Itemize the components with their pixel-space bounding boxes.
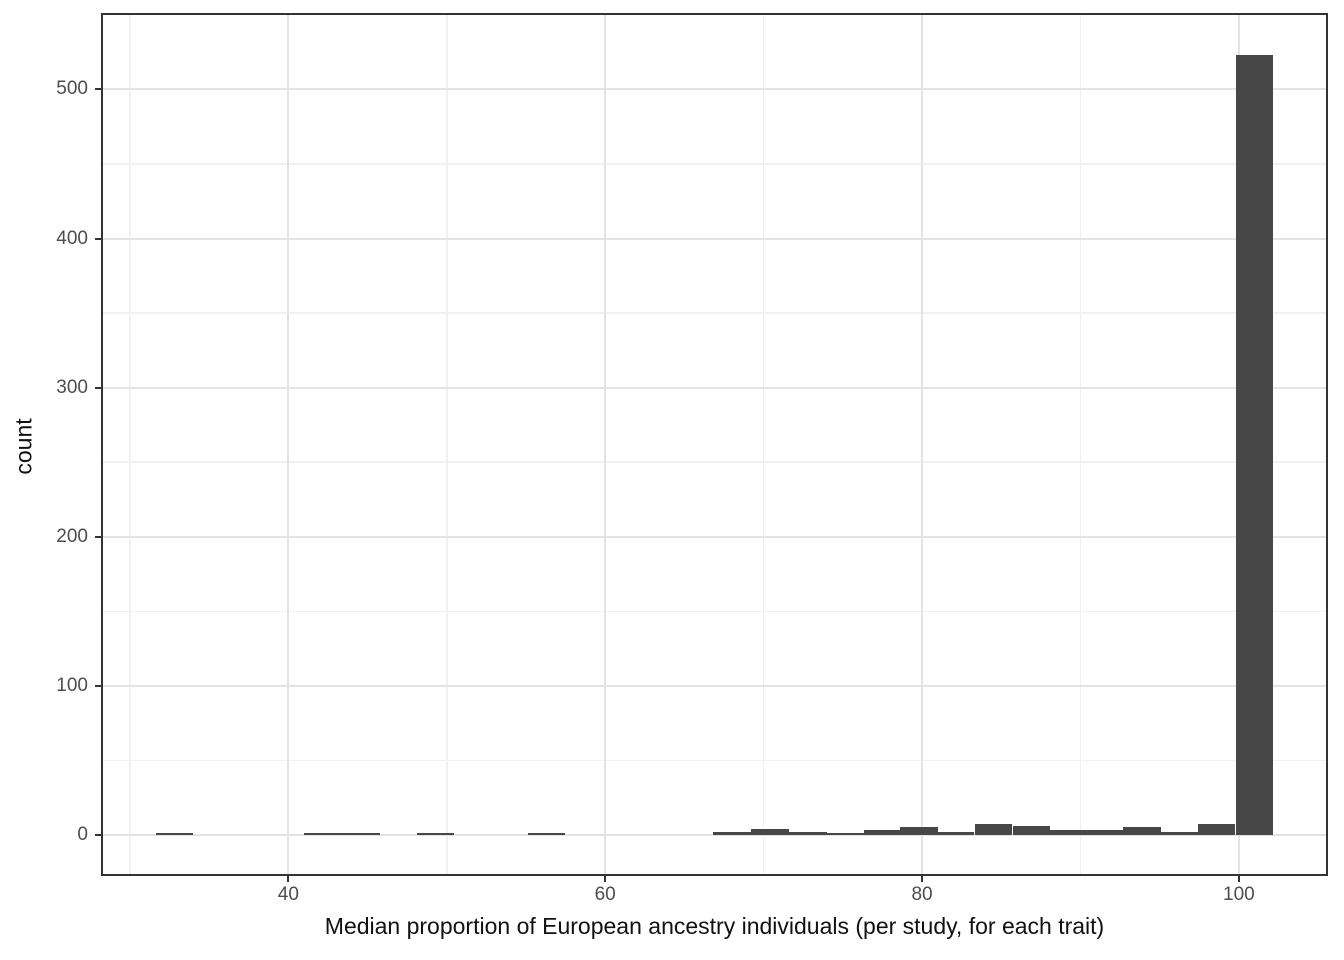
y-tick-mark bbox=[95, 684, 103, 687]
histogram-bar bbox=[416, 833, 455, 835]
x-tick-label: 100 bbox=[1223, 884, 1255, 905]
histogram-bar bbox=[1012, 825, 1051, 835]
histogram-bar bbox=[527, 833, 566, 835]
histogram-bar bbox=[974, 824, 1013, 835]
y-tick-mark bbox=[95, 88, 103, 91]
y-minor-gridline bbox=[103, 461, 1326, 463]
y-tick-label: 500 bbox=[56, 78, 88, 100]
y-tick-label: 400 bbox=[56, 227, 88, 249]
y-major-gridline bbox=[103, 684, 1326, 687]
histogram-bar bbox=[155, 833, 194, 835]
histogram-bar bbox=[789, 831, 827, 835]
histogram-bar bbox=[751, 828, 789, 835]
x-major-gridline bbox=[604, 15, 607, 874]
histogram-bar bbox=[1049, 830, 1087, 835]
y-major-gridline bbox=[103, 237, 1326, 240]
y-major-gridline bbox=[103, 88, 1326, 91]
x-major-gridline bbox=[287, 15, 290, 874]
plot-panel bbox=[103, 15, 1326, 874]
y-tick-mark bbox=[95, 535, 103, 538]
y-tick-label: 200 bbox=[56, 525, 88, 547]
histogram-bar bbox=[1161, 831, 1199, 835]
histogram-bar bbox=[1123, 827, 1161, 835]
x-axis-title: Median proportion of European ancestry i… bbox=[324, 913, 1105, 939]
histogram-bar bbox=[863, 830, 902, 835]
y-tick-label: 100 bbox=[56, 674, 88, 696]
y-minor-gridline bbox=[103, 759, 1326, 762]
x-tick-mark bbox=[604, 874, 607, 882]
histogram-bar bbox=[1197, 824, 1236, 835]
y-axis-title: count bbox=[10, 418, 37, 475]
y-tick-label: 300 bbox=[56, 376, 88, 398]
y-major-gridline bbox=[103, 833, 1326, 836]
histogram-bar bbox=[827, 833, 865, 835]
x-tick-mark bbox=[287, 874, 290, 882]
y-minor-gridline bbox=[103, 610, 1326, 613]
x-minor-gridline bbox=[129, 15, 131, 874]
y-tick-mark bbox=[95, 386, 103, 389]
y-tick-mark bbox=[95, 833, 103, 836]
y-tick-mark bbox=[95, 237, 103, 240]
x-tick-label: 40 bbox=[277, 884, 299, 905]
x-tick-label: 80 bbox=[911, 884, 933, 905]
x-tick-label: 60 bbox=[594, 884, 616, 905]
x-minor-gridline bbox=[446, 15, 448, 874]
histogram-bar bbox=[936, 831, 975, 835]
histogram-bar bbox=[342, 833, 380, 835]
y-major-gridline bbox=[103, 386, 1326, 389]
histogram-bar bbox=[900, 827, 938, 835]
x-major-gridline bbox=[921, 15, 924, 874]
y-minor-gridline bbox=[103, 312, 1326, 314]
x-minor-gridline bbox=[1079, 15, 1082, 874]
x-tick-mark bbox=[1237, 874, 1240, 882]
x-tick-mark bbox=[921, 874, 924, 882]
histogram-bar bbox=[1235, 55, 1274, 835]
y-minor-gridline bbox=[103, 163, 1326, 165]
y-tick-label: 0 bbox=[77, 823, 88, 845]
histogram-bar bbox=[1085, 830, 1123, 835]
x-minor-gridline bbox=[762, 15, 765, 874]
y-major-gridline bbox=[103, 535, 1326, 538]
histogram-bar bbox=[713, 831, 751, 835]
histogram-bar bbox=[304, 833, 342, 835]
